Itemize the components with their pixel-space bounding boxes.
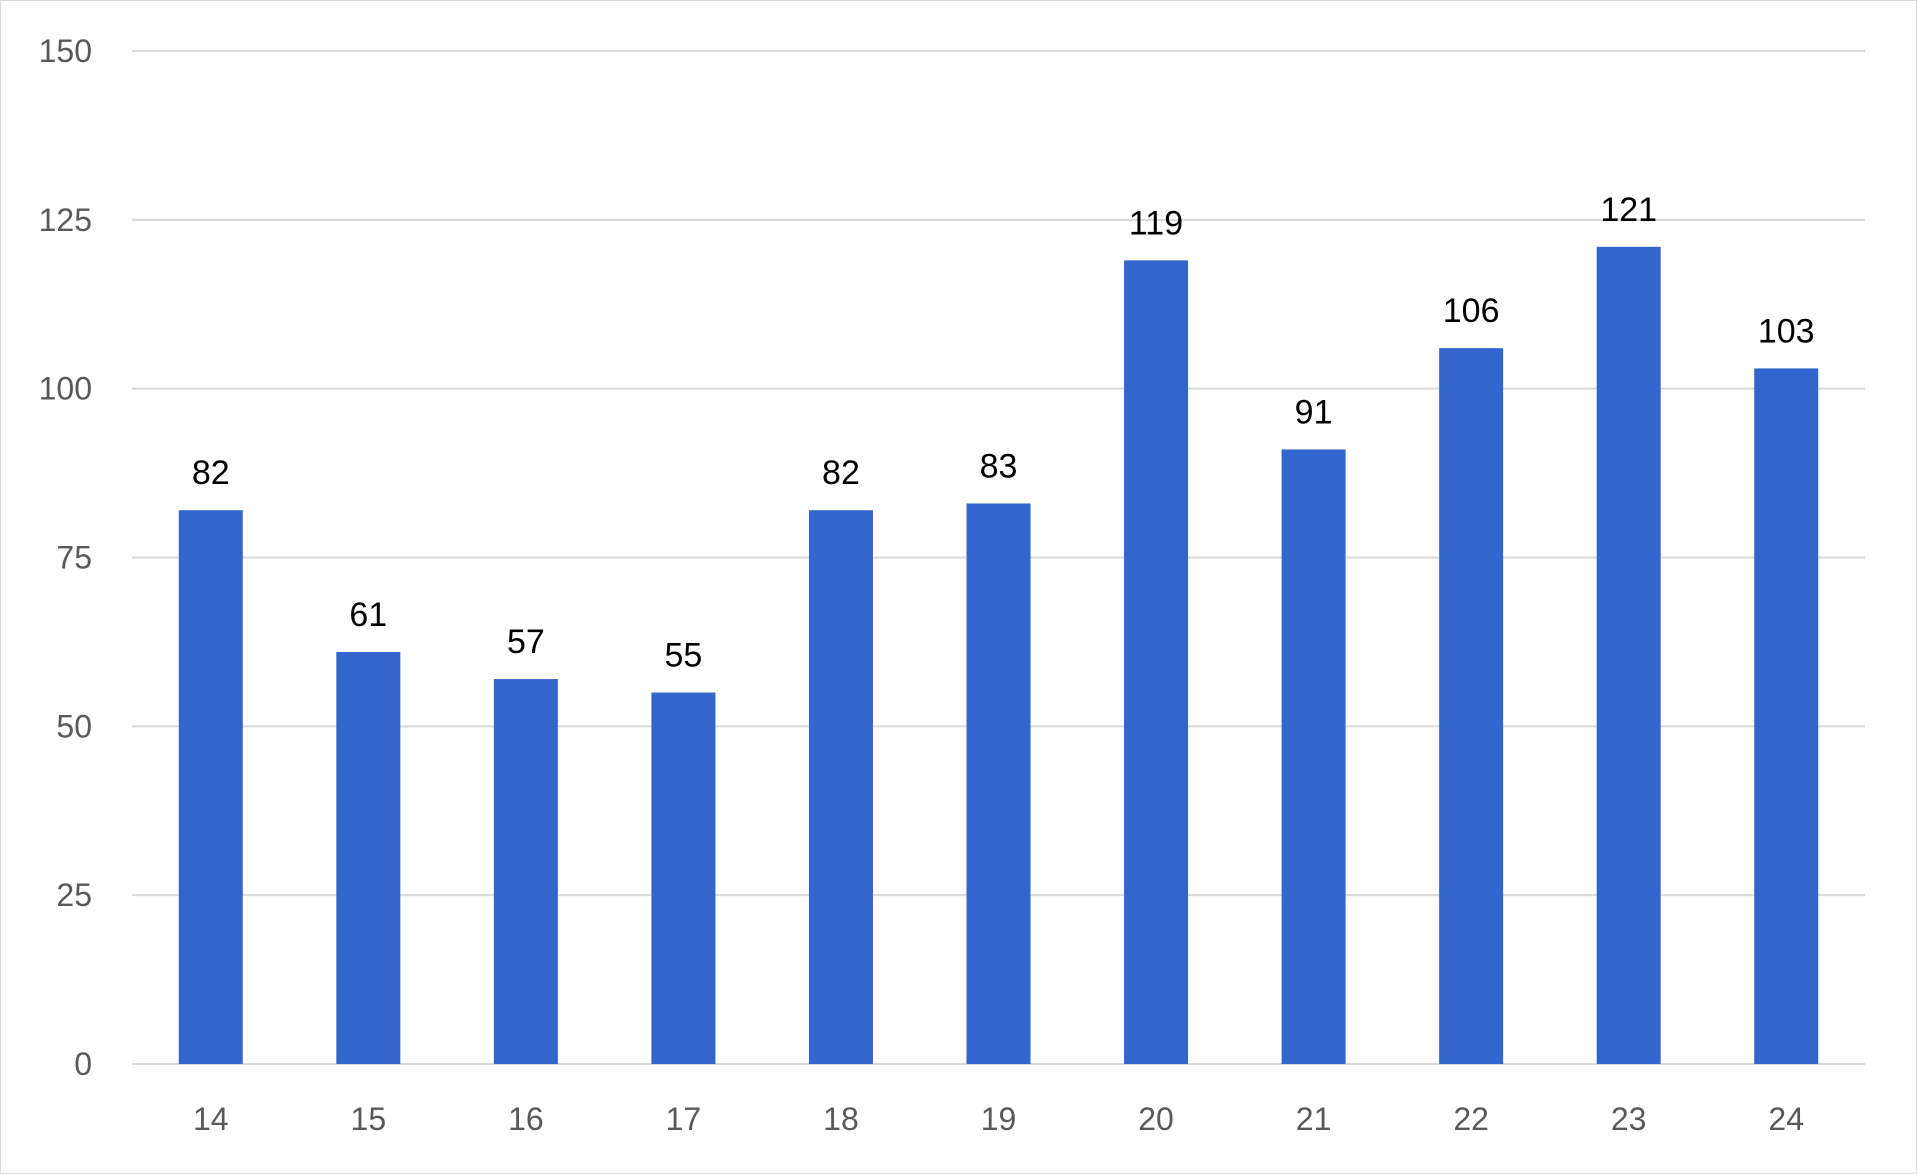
bar-18: [808, 510, 873, 1064]
x-tick-label-15: 15: [351, 1101, 387, 1137]
y-tick-label: 100: [39, 371, 92, 407]
bar-14: [178, 510, 243, 1064]
bar-15: [336, 652, 401, 1064]
x-tick-label-18: 18: [823, 1101, 859, 1137]
y-tick-label: 25: [56, 877, 92, 913]
x-tick-label-22: 22: [1453, 1101, 1489, 1137]
data-label-18: 82: [822, 454, 860, 492]
x-tick-label-21: 21: [1296, 1101, 1332, 1137]
x-tick-label-20: 20: [1138, 1101, 1174, 1137]
x-tick-label-16: 16: [508, 1101, 544, 1137]
data-label-24: 103: [1758, 312, 1815, 350]
bar-24: [1754, 368, 1819, 1064]
data-label-15: 61: [349, 596, 387, 634]
data-label-22: 106: [1443, 292, 1500, 330]
y-tick-label: 150: [39, 33, 92, 69]
x-tick-label-24: 24: [1768, 1101, 1804, 1137]
x-tick-label-19: 19: [981, 1101, 1017, 1137]
data-label-14: 82: [192, 454, 230, 492]
data-label-16: 57: [507, 623, 545, 661]
x-axis-tick-labels: 14 15 16 17 18 19 20 21 22 23 24: [193, 1101, 1804, 1137]
bar-17: [651, 692, 716, 1064]
bar-22: [1439, 348, 1504, 1064]
y-tick-label: 125: [39, 202, 92, 238]
bars: [178, 246, 1819, 1064]
x-tick-label-17: 17: [666, 1101, 702, 1137]
x-tick-label-14: 14: [193, 1101, 229, 1137]
y-tick-label: 50: [56, 708, 92, 744]
bar-20: [1124, 260, 1189, 1064]
bar-23: [1596, 246, 1661, 1064]
y-tick-label: 0: [74, 1046, 92, 1082]
x-tick-label-23: 23: [1611, 1101, 1647, 1137]
bar-21: [1281, 449, 1346, 1064]
data-label-17: 55: [664, 637, 702, 675]
y-tick-label: 75: [56, 540, 92, 576]
bar-16: [493, 679, 558, 1064]
gridlines: [132, 50, 1865, 1065]
y-axis-tick-labels: 0 25 50 75 100 125 150: [39, 33, 92, 1082]
data-labels: 82 61 57 55 82 83 119 91 106 121 103: [192, 191, 1815, 675]
data-label-20: 119: [1129, 204, 1183, 242]
data-label-19: 83: [980, 447, 1018, 485]
data-label-23: 121: [1600, 191, 1657, 229]
bar-19: [966, 503, 1031, 1064]
data-label-21: 91: [1295, 393, 1333, 431]
